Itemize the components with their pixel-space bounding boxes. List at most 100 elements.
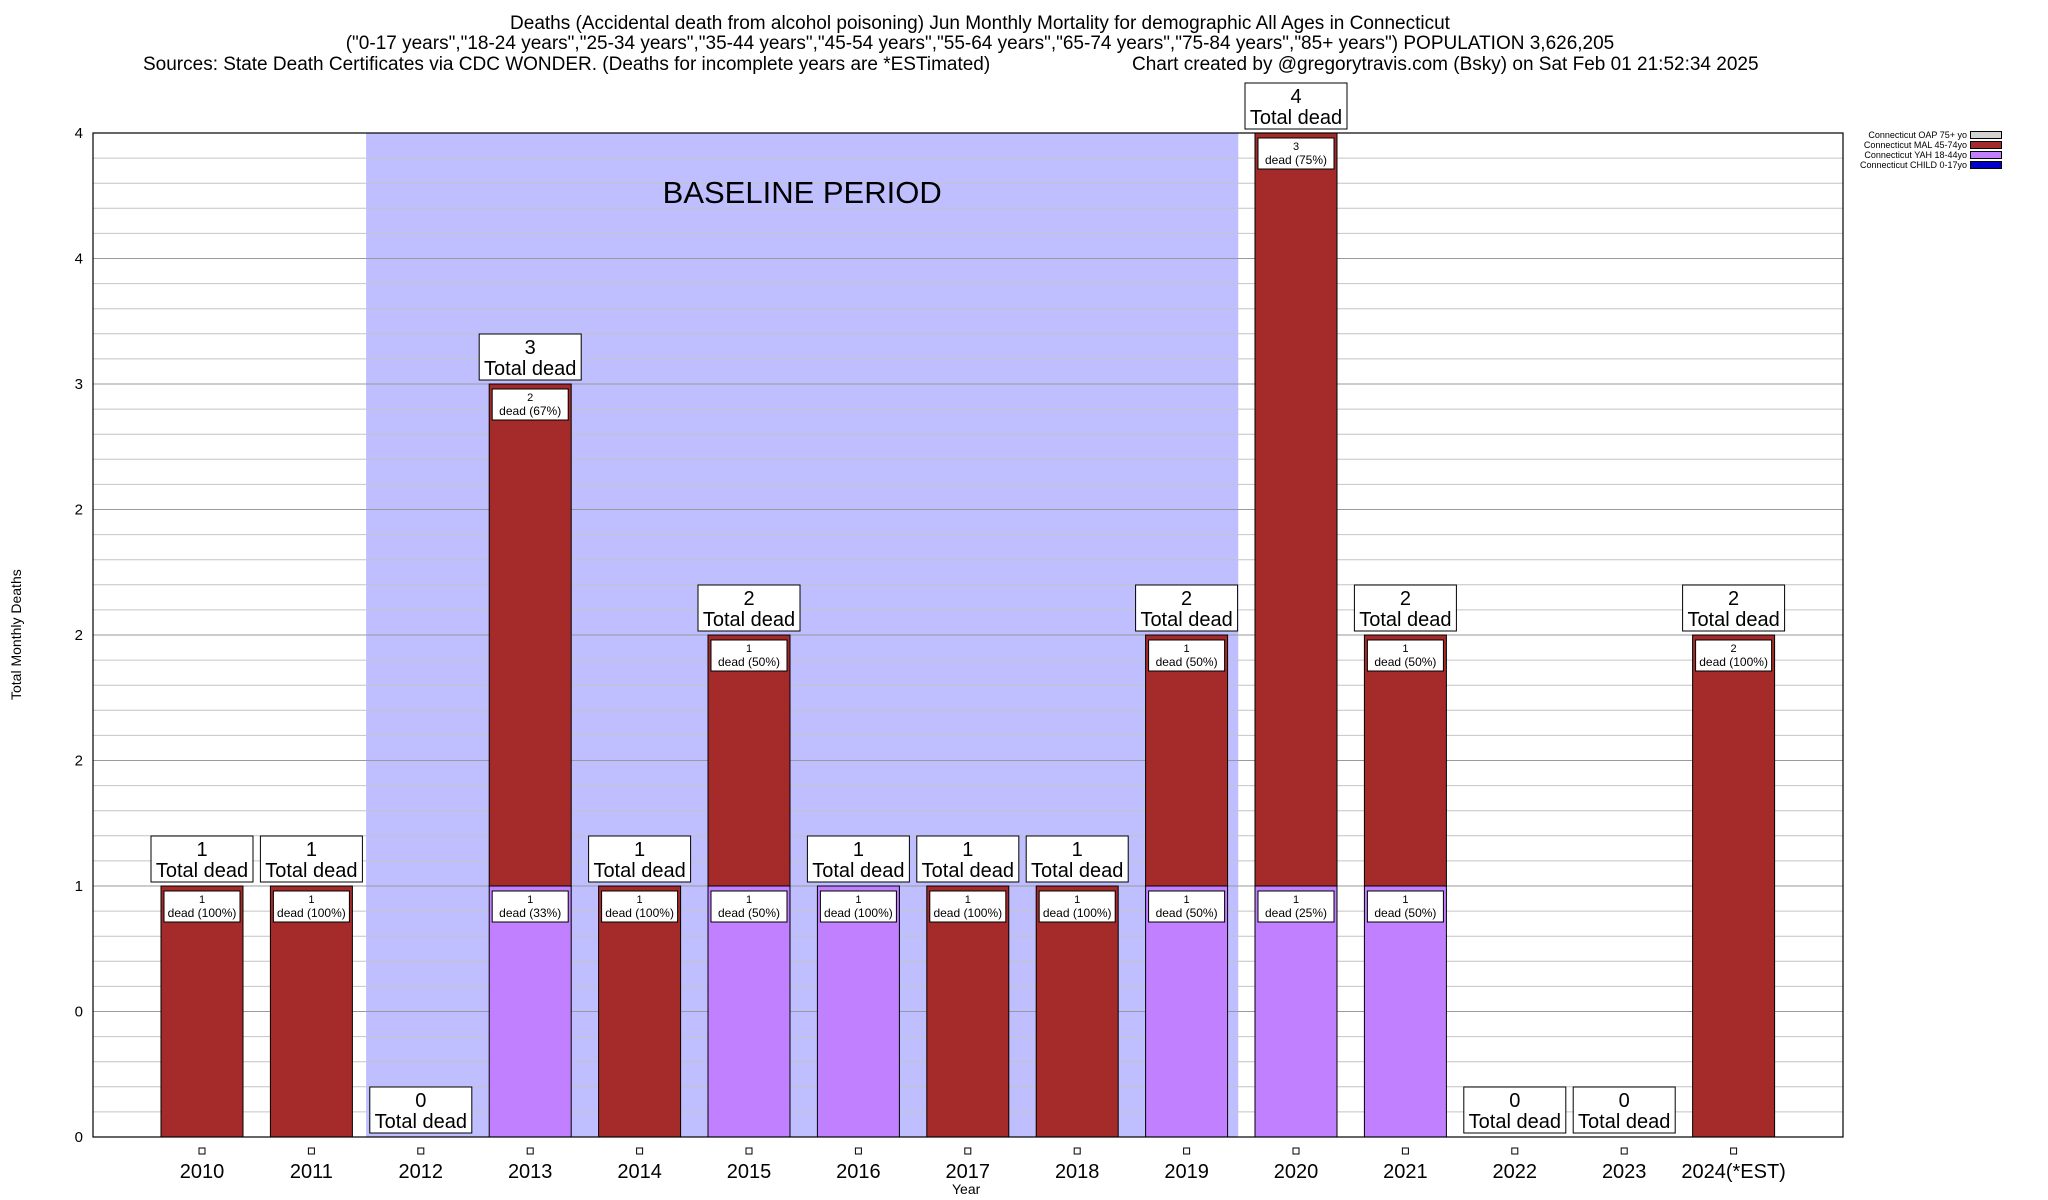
total-label-count: 1	[306, 839, 317, 861]
x-tick-label: 2020	[1274, 1161, 1319, 1183]
bar-segment	[1363, 885, 1447, 1138]
total-label-count: 2	[1400, 588, 1411, 610]
x-marker	[1730, 1147, 1738, 1155]
total-label-text: Total dead	[812, 860, 904, 882]
legend-label-child: Connecticut CHILD 0-17yo	[1860, 160, 1968, 170]
x-tick-label: 2011	[290, 1161, 333, 1183]
segment-label-box	[163, 890, 241, 923]
y-tick-label: 2	[75, 502, 83, 519]
x-tick-label: 2023	[1602, 1161, 1647, 1183]
segment-label-percent: dead (67%)	[499, 404, 561, 418]
plot-frame	[92, 132, 1844, 1138]
segment-label-percent: dead (25%)	[1265, 906, 1327, 920]
legend-item-yah: Connecticut YAH 18-44yo	[1860, 150, 2003, 160]
segment-label-percent: dead (100%)	[933, 906, 1002, 920]
segment-label-box	[1257, 890, 1335, 923]
x-tick-label: 2024(*EST)	[1681, 1161, 1786, 1183]
segment-label-box	[601, 890, 679, 923]
bar-segment	[707, 634, 791, 887]
x-tick-label: 2021	[1383, 1161, 1428, 1183]
bar-segment	[1363, 634, 1447, 887]
legend-item-oap: Connecticut OAP 75+ yo	[1860, 130, 2003, 140]
x-marker	[964, 1147, 972, 1155]
total-label-text: Total dead	[1469, 1111, 1561, 1133]
total-label-box	[150, 835, 254, 883]
total-label-box	[369, 1086, 473, 1134]
total-label-count: 1	[962, 839, 973, 861]
bar-segment	[926, 885, 1010, 1138]
x-marker	[1073, 1147, 1081, 1155]
x-marker	[745, 1147, 753, 1155]
segment-label-percent: dead (100%)	[1699, 655, 1768, 669]
legend-swatch-child	[1970, 161, 2003, 169]
x-axis-label: Year	[952, 1181, 981, 1197]
total-label-text: Total dead	[265, 860, 357, 882]
legend-item-child: Connecticut CHILD 0-17yo	[1860, 160, 2003, 170]
segment-label-count: 2	[527, 392, 533, 404]
total-label-text: Total dead	[1359, 609, 1451, 631]
baseline-period-label: BASELINE PERIOD	[663, 175, 942, 210]
y-tick-label: 2	[75, 627, 83, 644]
bar-segment	[598, 885, 682, 1138]
total-label-count: 2	[1181, 588, 1192, 610]
x-tick-label: 2014	[617, 1161, 662, 1183]
x-tick-label: 2022	[1493, 1161, 1538, 1183]
segment-label-box	[1148, 639, 1226, 672]
bar-segment	[488, 885, 572, 1138]
total-label-box	[1135, 584, 1239, 632]
x-marker	[198, 1147, 206, 1155]
total-label-text: Total dead	[375, 1111, 467, 1133]
legend: Connecticut OAP 75+ yo Connecticut MAL 4…	[1860, 130, 2003, 170]
x-tick-label: 2010	[180, 1161, 225, 1183]
segment-label-percent: dead (100%)	[824, 906, 893, 920]
legend-swatch-yah	[1970, 151, 2003, 159]
segment-label-percent: dead (50%)	[718, 906, 780, 920]
segment-label-count: 1	[746, 643, 752, 655]
x-marker	[526, 1147, 534, 1155]
legend-label-mal: Connecticut MAL 45-74yo	[1863, 140, 1968, 150]
segment-label-box	[491, 388, 569, 421]
chart-sources: Sources: State Death Certificates via CD…	[143, 54, 991, 75]
segment-label-percent: dead (50%)	[1156, 655, 1218, 669]
legend-label-oap: Connecticut OAP 75+ yo	[1868, 130, 1968, 140]
total-label-count: 1	[634, 839, 645, 861]
bar-segment	[1254, 132, 1338, 887]
segment-label-box	[1695, 639, 1773, 672]
x-marker	[417, 1147, 425, 1155]
x-marker	[1401, 1147, 1409, 1155]
y-tick-label: 3	[75, 376, 83, 393]
segment-label-count: 1	[855, 894, 861, 906]
total-label-text: Total dead	[1250, 107, 1342, 129]
total-label-text: Total dead	[156, 860, 248, 882]
total-label-box	[1682, 584, 1786, 632]
x-tick-label: 2017	[946, 1161, 991, 1183]
total-label-text: Total dead	[593, 860, 685, 882]
segment-label-percent: dead (50%)	[1374, 655, 1436, 669]
x-marker	[307, 1147, 315, 1155]
segment-label-percent: dead (100%)	[1043, 906, 1112, 920]
total-label-box	[1353, 584, 1457, 632]
bar-segment	[269, 885, 353, 1138]
segment-label-count: 1	[1402, 643, 1408, 655]
segment-label-box	[1366, 639, 1444, 672]
legend-label-yah: Connecticut YAH 18-44yo	[1864, 150, 1968, 160]
segment-label-count: 1	[965, 894, 971, 906]
x-marker	[1511, 1147, 1519, 1155]
total-label-text: Total dead	[1031, 860, 1123, 882]
x-marker	[1292, 1147, 1300, 1155]
segment-label-box	[491, 890, 569, 923]
segment-label-count: 1	[308, 894, 314, 906]
segment-label-box	[272, 890, 350, 923]
y-tick-label: 4	[75, 125, 83, 142]
chart-title: Deaths (Accidental death from alcohol po…	[510, 13, 1450, 34]
total-label-box	[1025, 835, 1129, 883]
bar-segment	[1254, 885, 1338, 1138]
segment-label-box	[710, 890, 788, 923]
segment-label-box	[710, 639, 788, 672]
total-label-count: 1	[853, 839, 864, 861]
segment-label-percent: dead (100%)	[277, 906, 346, 920]
total-label-box	[697, 584, 801, 632]
total-label-text: Total dead	[484, 358, 576, 380]
segment-label-count: 1	[746, 894, 752, 906]
